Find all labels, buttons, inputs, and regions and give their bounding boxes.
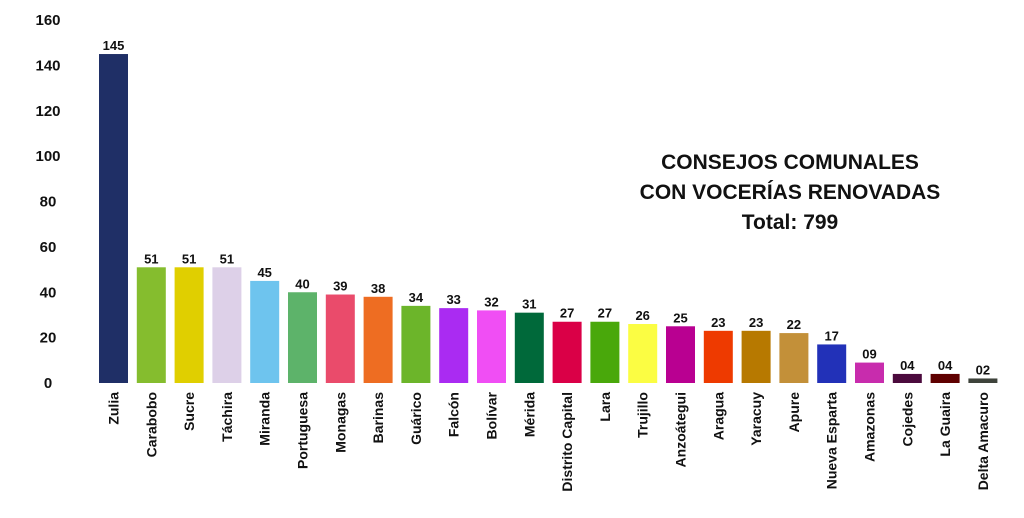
y-tick-label: 60 xyxy=(40,239,57,256)
x-category-label: Sucre xyxy=(181,392,197,431)
bar-value-label: 39 xyxy=(333,279,347,294)
x-category-label: Aragua xyxy=(710,392,726,440)
x-category-label: Portuguesa xyxy=(295,392,311,469)
x-category-label: Bolívar xyxy=(484,391,500,439)
x-category-label: Falcón xyxy=(446,392,462,437)
bar xyxy=(325,294,355,383)
x-category-label: Yaracuy xyxy=(748,392,764,446)
bar-value-label: 26 xyxy=(635,308,649,323)
bar xyxy=(250,280,280,383)
bar-value-label: 34 xyxy=(409,290,424,305)
bar-value-label: 32 xyxy=(484,294,498,309)
bar-value-label: 40 xyxy=(295,276,309,291)
x-category-label: Monagas xyxy=(332,392,348,453)
x-category-label: Táchira xyxy=(219,392,235,442)
x-category-label: Guárico xyxy=(408,392,424,445)
chart-title-line-1: CONSEJOS COMUNALES xyxy=(661,151,919,174)
bar xyxy=(703,330,733,383)
x-category-label: Delta Amacuro xyxy=(975,392,991,490)
y-tick-label: 80 xyxy=(40,194,57,211)
bar xyxy=(136,267,166,383)
bar xyxy=(212,267,242,383)
bar xyxy=(666,326,695,383)
x-category-label: Distrito Capital xyxy=(559,392,575,492)
bar xyxy=(930,373,960,383)
bar xyxy=(439,308,469,383)
bar xyxy=(779,333,809,383)
x-category-label: Lara xyxy=(597,392,613,422)
bar xyxy=(552,321,582,383)
bar-value-label: 51 xyxy=(182,251,196,266)
bar xyxy=(968,378,998,383)
y-tick-label: 40 xyxy=(40,284,57,301)
x-category-label: La Guaira xyxy=(937,392,953,457)
bar xyxy=(477,310,506,383)
x-category-label: Zulia xyxy=(106,392,122,425)
x-category-label: Miranda xyxy=(257,392,273,446)
bar-value-label: 25 xyxy=(673,310,687,325)
bar-value-label: 33 xyxy=(446,292,460,307)
bar-value-label: 27 xyxy=(560,306,574,321)
bar-value-label: 04 xyxy=(938,358,953,373)
bar xyxy=(817,344,847,383)
x-category-label: Amazonas xyxy=(862,392,878,462)
y-tick-label: 20 xyxy=(40,330,57,347)
chart-title-line-2: CON VOCERÍAS RENOVADAS xyxy=(639,181,941,204)
x-category-label: Mérida xyxy=(521,392,537,437)
bar xyxy=(590,321,620,383)
bar xyxy=(741,330,771,383)
y-axis: 0 20 40 60 80 100 120 140 160 xyxy=(35,12,60,392)
bar xyxy=(99,54,128,383)
x-category-label: Anzoátegui xyxy=(673,392,689,467)
x-category-label: Apure xyxy=(786,392,802,433)
x-category-label: Carabobo xyxy=(143,392,159,457)
bar-value-label: 22 xyxy=(787,317,801,332)
x-category-label: Cojedes xyxy=(899,392,915,447)
bar xyxy=(628,324,658,383)
bar-value-label: 23 xyxy=(711,315,725,330)
bar-value-label: 145 xyxy=(103,38,125,53)
bar-value-label: 17 xyxy=(824,328,838,343)
bar xyxy=(514,312,544,383)
bar-value-label: 45 xyxy=(257,265,271,280)
y-tick-label: 120 xyxy=(35,103,60,120)
y-tick-label: 140 xyxy=(35,57,60,74)
x-category-label: Barinas xyxy=(370,392,386,444)
x-category-label: Nueva Esparta xyxy=(824,392,840,489)
bar xyxy=(401,305,431,383)
bar-value-label: 51 xyxy=(220,251,234,266)
bar-value-label: 27 xyxy=(598,306,612,321)
x-category-label: Trujillo xyxy=(635,392,651,438)
y-tick-label: 160 xyxy=(35,12,60,29)
bar xyxy=(174,267,204,383)
bar-value-label: 23 xyxy=(749,315,763,330)
bar-value-label: 04 xyxy=(900,358,915,373)
bar-value-label: 51 xyxy=(144,251,158,266)
value-labels: 145 51 51 51 45 40 39 38 34 33 32 31 27 27 26 25 23 23 22 1… xyxy=(103,38,990,377)
bar xyxy=(855,362,884,383)
bar xyxy=(363,296,393,383)
chart-total: Total: 799 xyxy=(741,211,839,234)
y-tick-label: 100 xyxy=(35,148,60,165)
bar-value-label: 02 xyxy=(976,362,990,377)
bar-value-label: 31 xyxy=(522,297,536,312)
x-axis: Zulia Carabobo Sucre Táchira Miranda Portugue… xyxy=(106,391,991,491)
bars xyxy=(99,54,998,383)
chart-title: CONSEJOS COMUNALES CON VOCERÍAS RENOVADA… xyxy=(600,148,980,238)
bar-value-label: 09 xyxy=(862,347,876,362)
bar-value-label: 38 xyxy=(371,281,385,296)
y-tick-label: 0 xyxy=(44,375,52,392)
bar xyxy=(892,373,922,383)
bar xyxy=(288,292,317,383)
